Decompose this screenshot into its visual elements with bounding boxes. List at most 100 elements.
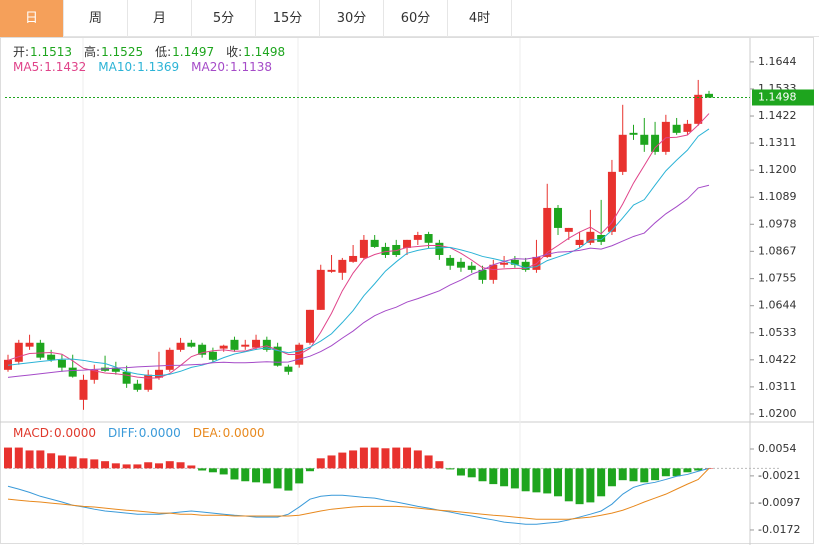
candle-body — [79, 379, 88, 400]
candle-body — [381, 246, 390, 255]
candle-body — [25, 342, 34, 347]
macd-bar — [424, 455, 433, 469]
period-tab[interactable]: 月 — [128, 0, 192, 37]
ohlc-info: 开:1.1513 高:1.1525 低:1.1497 收:1.1498 — [13, 43, 285, 60]
macd-bar — [36, 450, 45, 469]
macd-bar — [208, 468, 217, 473]
ma-legend: MA5:1.1432 MA10:1.1369 MA20:1.1138 — [13, 60, 272, 74]
macd-bar — [640, 468, 649, 483]
candle-body — [521, 261, 530, 270]
ma-line — [7, 128, 710, 377]
candle-body — [252, 339, 261, 348]
ohlc-value: 1.1498 — [243, 45, 286, 59]
y-tick-label: -0.0021 — [758, 469, 800, 482]
macd-bar — [101, 461, 110, 469]
candle-body — [359, 239, 368, 258]
legend-item: MA5:1.1432 — [13, 60, 86, 74]
period-tab[interactable]: 周 — [64, 0, 128, 37]
candle-body — [273, 346, 282, 366]
macd-bar — [230, 468, 239, 480]
period-tab[interactable]: 60分 — [384, 0, 448, 37]
candle-body — [133, 383, 142, 390]
candle-body — [165, 349, 174, 370]
y-tick-label: 1.1089 — [758, 190, 797, 203]
legend-value: 0.0000 — [138, 426, 181, 440]
macd-bar — [273, 468, 282, 489]
macd-bar — [122, 464, 131, 469]
macd-bar — [456, 468, 465, 476]
macd-bar — [403, 447, 412, 469]
legend-value: 1.1369 — [137, 60, 180, 74]
candle-body — [392, 244, 401, 255]
legend-name: DEA: — [192, 426, 222, 440]
candle-body — [456, 261, 465, 268]
macd-bar — [144, 462, 153, 469]
macd-bar — [435, 461, 444, 469]
period-tab[interactable]: 5分 — [192, 0, 256, 37]
macd-bar — [618, 468, 627, 481]
macd-bar — [446, 468, 455, 470]
candle-body — [47, 354, 56, 360]
macd-bar — [4, 447, 12, 469]
candle-body — [543, 207, 552, 257]
macd-bar — [47, 453, 56, 469]
period-tab[interactable]: 15分 — [256, 0, 320, 37]
ohlc-label: 开: — [13, 45, 30, 59]
legend-value: 1.1432 — [44, 60, 87, 74]
candle-body — [575, 239, 584, 245]
last-price-tag — [752, 89, 814, 106]
macd-bar — [349, 450, 358, 469]
ohlc-item: 收:1.1498 — [226, 43, 285, 60]
macd-bar — [133, 464, 142, 469]
macd-bar — [295, 468, 304, 484]
legend-name: MA5: — [13, 60, 44, 74]
legend-item: MA20:1.1138 — [191, 60, 272, 74]
macd-bar — [284, 468, 293, 491]
y-tick-label: 1.0867 — [758, 244, 797, 257]
macd-bar — [672, 468, 681, 477]
macd-bar — [79, 458, 88, 469]
macd-bar — [187, 465, 196, 469]
macd-bar — [57, 455, 66, 469]
ohlc-item: 低:1.1497 — [155, 43, 214, 60]
candle-body — [705, 93, 713, 98]
candle-body — [651, 134, 660, 152]
candle-body — [36, 342, 45, 358]
period-tab[interactable]: 4时 — [448, 0, 512, 37]
candle-body — [187, 342, 196, 347]
macd-bar — [629, 468, 638, 482]
candle-body — [489, 264, 498, 280]
candle-body — [672, 124, 681, 133]
period-tab[interactable]: 日 — [0, 0, 64, 37]
legend-name: MA20: — [191, 60, 229, 74]
macd-bar — [165, 461, 174, 469]
tab-bar: 日周月 5分 15分 30分 60分 4时 — [0, 0, 819, 37]
macd-bar — [338, 452, 347, 469]
y-tick-label: 0.0054 — [758, 442, 797, 455]
ohlc-value: 1.1525 — [101, 45, 144, 59]
candle-body — [564, 227, 573, 232]
ohlc-label: 低: — [155, 45, 172, 59]
candle-body — [198, 344, 207, 355]
period-tab[interactable]: 30分 — [320, 0, 384, 37]
y-tick-label: -0.0097 — [758, 496, 800, 509]
candle-body — [90, 369, 99, 380]
legend-item: DEA:0.0000 — [193, 426, 265, 440]
candle-body — [661, 121, 670, 152]
candle-body — [241, 344, 250, 347]
legend-item: DIFF:0.0000 — [108, 426, 181, 440]
macd-bar — [198, 468, 207, 471]
y-tick-label: -0.0172 — [758, 523, 800, 536]
candle-body — [510, 259, 519, 265]
macd-bar — [241, 468, 250, 482]
legend-name: MA10: — [98, 60, 137, 74]
candle-body — [413, 234, 422, 240]
y-tick-label: 1.0755 — [758, 272, 797, 285]
macd-bar — [510, 468, 519, 489]
candle-body — [683, 123, 692, 132]
candle-body — [208, 351, 217, 360]
macd-bar — [176, 462, 185, 469]
macd-bar — [532, 468, 541, 493]
